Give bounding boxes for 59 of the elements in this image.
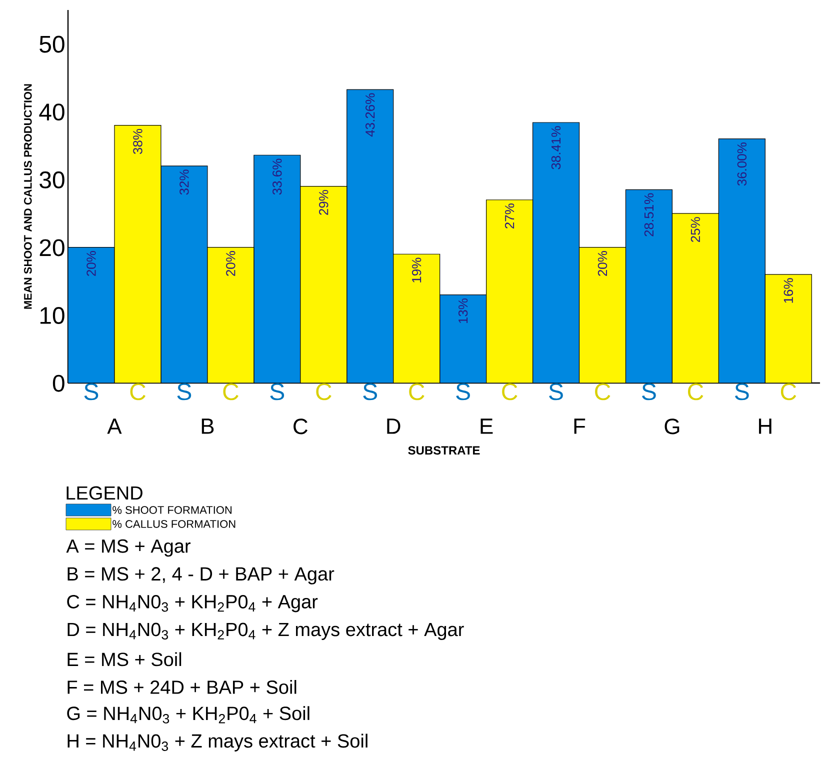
text: B = MS + 2, 4 - D + BAP + Agar: [68, 567, 334, 584]
data-label: 36.00%: [737, 142, 747, 186]
text: F = MS + 24D + BAP + Soil: [68, 680, 296, 694]
data-label: 16%: [784, 278, 794, 303]
text: S: [642, 383, 656, 400]
text: C: [130, 383, 146, 400]
data-label: 20%: [226, 251, 236, 276]
x-axis-title: SUBSTRATE: [408, 446, 480, 455]
data-label: 32%: [180, 170, 189, 195]
text: S: [735, 383, 749, 400]
x-tick-label: C: [294, 418, 308, 434]
y-tick-label: 50: [40, 36, 64, 53]
data-label: 33.6%: [272, 158, 282, 195]
y-tick-label: 10: [40, 307, 64, 324]
text: D = NH$_{4}$N0$_{3}$ + KH$_{2}$P0$_{4}$ + Z mays extract + Agar: [68, 622, 464, 640]
text: C: [223, 383, 238, 400]
text: A = MS + Agar: [66, 539, 190, 557]
x-tick-label: D: [387, 418, 400, 434]
y-tick-label: 0: [52, 374, 64, 392]
x-tick-label: E: [480, 418, 493, 434]
text: S: [177, 383, 192, 400]
data-label: 38.41%: [551, 126, 561, 170]
text: S: [270, 383, 284, 400]
data-label: 13%: [458, 298, 468, 324]
y-tick-label: 40: [39, 104, 64, 121]
text: C: [688, 383, 704, 400]
data-label: 27%: [504, 204, 514, 228]
data-label: 19%: [412, 258, 422, 282]
text: C = NH$_{4}$N0$_{3}$ + KH$_{2}$P0$_{4}$ + Agar: [67, 594, 318, 612]
x-tick-label: F: [574, 418, 586, 434]
text: H = NH$_{4}$N0$_{3}$ + Z mays extract + Soil: [68, 734, 368, 752]
data-label: 38%: [133, 128, 142, 154]
text: C: [595, 383, 610, 400]
data-label: 20%: [86, 251, 96, 276]
x-tick-label: A: [107, 418, 122, 434]
text: C: [502, 383, 518, 400]
data-label: 25%: [690, 217, 700, 242]
text: S: [549, 383, 563, 400]
text: E = MS + Soil: [68, 652, 182, 666]
text: G = NH$_{4}$N0$_{3}$ + KH$_{2}$P0$_{4}$ + Soil: [67, 706, 310, 724]
y-tick-label: 20: [40, 239, 64, 256]
text: S: [84, 383, 98, 400]
data-label: 20%: [598, 251, 608, 276]
text: S: [456, 383, 470, 400]
legend-label: % SHOOT FORMATION: [112, 506, 232, 514]
x-tick-label: G: [664, 418, 680, 434]
text: S: [363, 383, 377, 400]
y-tick-label: 30: [40, 171, 64, 188]
legend-label: % CALLUS FORMATION: [112, 520, 236, 528]
data-label: 43.26%: [366, 93, 375, 137]
text: C: [780, 383, 796, 400]
x-tick-label: B: [202, 418, 214, 434]
data-label: 28.51%: [644, 193, 654, 236]
x-tick-label: H: [759, 418, 772, 434]
data-label: 29%: [319, 190, 328, 215]
legend-title: LEGEND: [66, 486, 142, 500]
text: C: [316, 383, 332, 400]
y-axis-title: MEAN SHOOT AND CALLUS PRODUCTION: [24, 84, 32, 309]
text: C: [409, 383, 424, 400]
